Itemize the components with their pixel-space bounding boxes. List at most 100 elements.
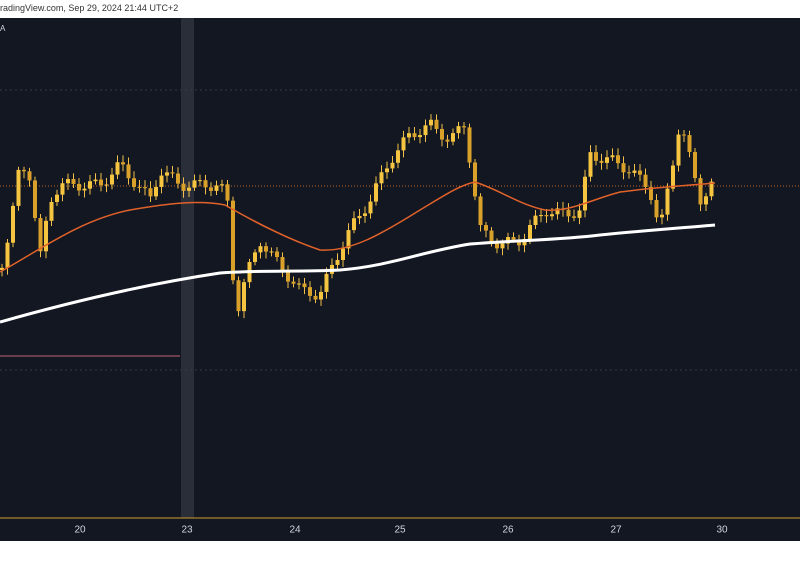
candle-body [654,199,659,218]
x-tick-label: 27 [610,525,622,536]
candle-body [126,164,131,179]
candle-body [407,133,411,138]
candle-body [484,225,488,231]
candle-body [489,230,494,243]
candle-body [225,184,230,201]
candle-body [110,174,114,185]
candle-body [165,172,169,176]
candle-body [5,242,10,268]
candle-body [88,181,92,189]
candle-body [621,163,626,173]
candle-body [286,270,290,282]
candle-body [467,127,472,163]
candle-body [440,128,444,140]
candle-body [396,150,400,163]
candle-body [522,238,527,246]
candle-body [55,194,59,202]
candle-body [16,169,21,206]
chart-background [0,18,800,541]
candle-body [33,180,37,219]
candle-body [220,184,224,186]
candle-body [687,135,692,153]
candle-body [473,162,477,197]
candle-body [632,170,637,173]
candle-body [99,179,103,186]
candle-body [517,239,521,246]
candle-body [38,218,43,252]
candle-body [71,179,76,184]
candle-body [22,169,26,172]
candle-body [0,267,4,270]
session-highlight [181,18,194,518]
candle-body [456,126,461,134]
candle-body [605,157,609,163]
candle-body [500,243,505,249]
candle-body [242,282,246,312]
candle-body [588,152,593,177]
candle-body [308,287,312,296]
candle-body [159,175,164,187]
candle-body [638,170,642,175]
candle-body [352,218,356,231]
candle-body [550,214,554,217]
candle-body [93,179,98,182]
candle-body [682,134,686,136]
candle-body [572,216,576,218]
candle-body [324,273,329,292]
candle-body [390,162,395,169]
candle-body [297,283,301,285]
candle-body [363,213,367,216]
candle-body [610,155,615,158]
candle-body [176,173,180,184]
candle-body [423,125,428,136]
candle-body [137,186,142,188]
candle-body [231,200,235,281]
candle-body [275,251,279,258]
candle-body [429,119,433,126]
candle-body [209,187,213,191]
x-tick-label: 23 [181,525,193,536]
candle-body [27,171,32,181]
candle-body [77,183,81,191]
candle-body [368,201,373,214]
candle-body [181,183,186,191]
header: radingView.com, Sep 29, 2024 21:44 UTC+2 [0,3,179,13]
candle-body [566,209,571,217]
candle-body [698,178,703,205]
candle-body [385,168,389,173]
candle-body [511,237,516,240]
candle-body [660,214,664,218]
x-tick-label: 30 [716,525,728,536]
candle-body [148,188,153,197]
candle-body [269,251,274,253]
candle-body [258,246,263,253]
candle-body [253,252,257,263]
x-tick-label: 20 [74,525,86,536]
candle-body [115,162,120,175]
candle-body [192,180,197,188]
candle-body [187,187,191,191]
candle-body [577,210,582,218]
candle-body [335,259,340,265]
candle-body [60,183,65,195]
candle-body [313,295,318,300]
candle-body [49,201,54,221]
candle-body [302,283,307,288]
candle-body [445,139,450,142]
candle-body [528,225,532,239]
candle-body [704,196,708,205]
candle-body [379,172,384,184]
candle-body [291,281,296,284]
candle-body [627,172,631,174]
moving-average [0,181,716,273]
candle-body [132,178,136,187]
candle-body [374,183,378,202]
candle-body [555,208,560,215]
candle-body [451,133,455,142]
candle-body [66,179,70,184]
candle-body [495,242,499,249]
candle-body [544,215,549,217]
candle-body [319,291,323,300]
candle-body [214,185,219,191]
candle-body [203,180,208,188]
